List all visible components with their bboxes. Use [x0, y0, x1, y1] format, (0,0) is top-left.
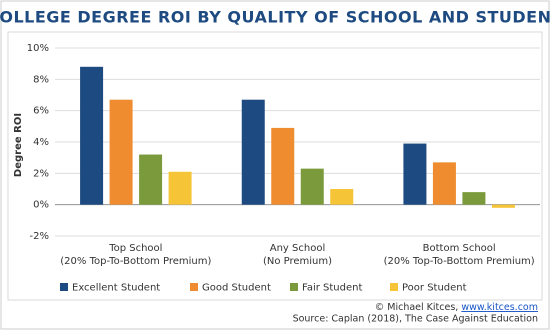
x-tick-label: Bottom School [423, 243, 496, 254]
source: Source: Caplan (2018), The Case Against … [293, 314, 538, 325]
y-tick-label: -2% [30, 231, 49, 242]
bar [80, 66, 104, 205]
legend-label: Poor Student [402, 283, 467, 294]
chart-title: COLLEGE DEGREE ROI BY QUALITY OF SCHOOL … [0, 8, 550, 27]
y-tick-label: 0% [33, 200, 49, 211]
credit-link[interactable]: www.kitces.com [461, 302, 538, 313]
y-tick-label: 8% [33, 74, 49, 85]
legend-swatch [390, 283, 398, 291]
legend-label: Fair Student [302, 283, 362, 294]
legend-label: Excellent Student [72, 283, 160, 294]
bar [271, 127, 295, 205]
y-tick-label: 2% [33, 168, 49, 179]
y-tick-label: 10% [27, 43, 49, 54]
bar [300, 168, 324, 205]
bar [491, 204, 515, 208]
bar [432, 162, 456, 205]
y-tick-label: 6% [33, 106, 49, 117]
x-tick-label: (20% Top-To-Bottom Premium) [384, 256, 535, 267]
x-tick-label: (20% Top-To-Bottom Premium) [60, 256, 211, 267]
credit: © Michael Kitces, www.kitces.com [375, 302, 538, 313]
bar [462, 192, 486, 205]
legend-swatch [190, 283, 198, 291]
bar [139, 154, 163, 205]
credit-text: © Michael Kitces, [375, 302, 459, 313]
x-tick-label: Any School [270, 243, 325, 254]
legend-label: Good Student [202, 283, 271, 294]
bar [168, 171, 192, 205]
x-tick-label: Top School [108, 243, 162, 254]
y-axis-label: Degree ROI [13, 113, 24, 177]
y-tick-label: 4% [33, 137, 49, 148]
x-tick-label: (No Premium) [263, 256, 332, 267]
bar [109, 99, 133, 205]
bar [241, 99, 265, 205]
legend-swatch [290, 283, 298, 291]
legend-swatch [60, 283, 68, 291]
bar [403, 143, 427, 205]
bar [330, 189, 354, 205]
